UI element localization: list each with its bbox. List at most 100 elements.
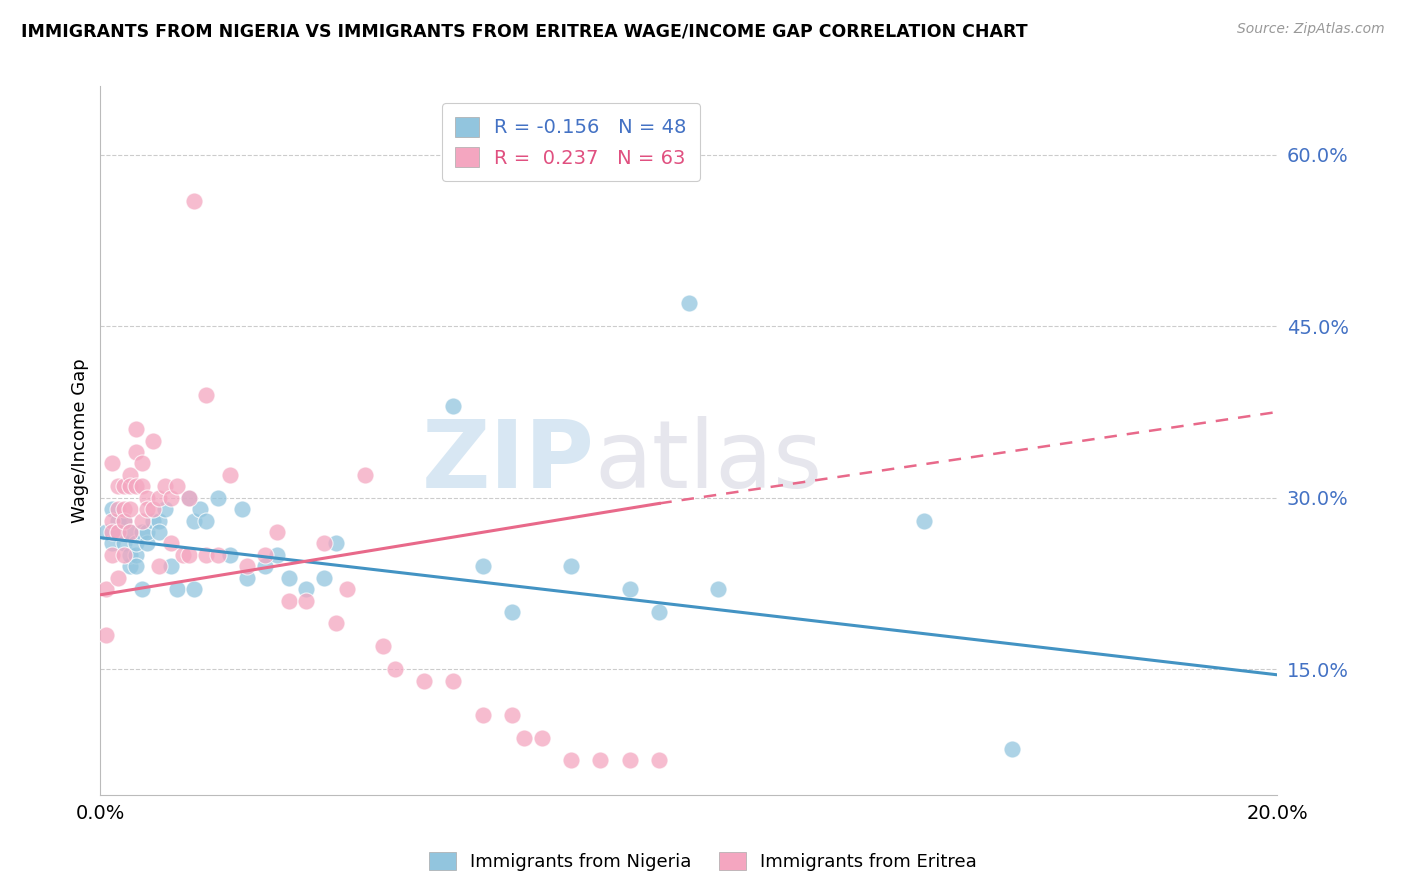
Point [619, 754, 641, 768]
Point [371, 639, 394, 653]
Point [354, 467, 377, 482]
Y-axis label: Wage/Income Gap: Wage/Income Gap [72, 359, 89, 523]
Point [112, 548, 135, 562]
Point [96, 524, 118, 539]
Point [124, 559, 146, 574]
Legend: Immigrants from Nigeria, Immigrants from Eritrea: Immigrants from Nigeria, Immigrants from… [422, 845, 984, 879]
Point [166, 479, 188, 493]
Point [560, 559, 582, 574]
Point [101, 514, 124, 528]
Legend: R = -0.156   N = 48, R =  0.237   N = 63: R = -0.156 N = 48, R = 0.237 N = 63 [441, 103, 700, 181]
Point [124, 548, 146, 562]
Point [112, 536, 135, 550]
Point [118, 524, 141, 539]
Point [101, 548, 124, 562]
Point [107, 514, 129, 528]
Point [118, 548, 141, 562]
Point [124, 445, 146, 459]
Point [207, 491, 229, 505]
Point [118, 559, 141, 574]
Point [336, 582, 359, 596]
Point [124, 422, 146, 436]
Text: atlas: atlas [595, 416, 823, 508]
Point [678, 296, 700, 310]
Point [236, 571, 259, 585]
Point [101, 502, 124, 516]
Point [136, 502, 159, 516]
Point [441, 673, 464, 688]
Point [513, 731, 536, 745]
Point [648, 605, 671, 619]
Point [413, 673, 436, 688]
Point [295, 582, 318, 596]
Point [96, 582, 118, 596]
Point [254, 559, 277, 574]
Point [325, 536, 347, 550]
Point [107, 502, 129, 516]
Point [142, 434, 165, 448]
Point [118, 467, 141, 482]
Point [560, 754, 582, 768]
Point [648, 754, 671, 768]
Point [207, 548, 229, 562]
Point [148, 514, 170, 528]
Point [148, 491, 170, 505]
Text: ZIP: ZIP [422, 416, 595, 508]
Point [142, 502, 165, 516]
Point [112, 479, 135, 493]
Point [183, 582, 205, 596]
Point [312, 571, 335, 585]
Text: Source: ZipAtlas.com: Source: ZipAtlas.com [1237, 22, 1385, 37]
Point [148, 524, 170, 539]
Point [136, 536, 159, 550]
Point [190, 502, 212, 516]
Point [166, 582, 188, 596]
Point [107, 571, 129, 585]
Point [195, 548, 218, 562]
Point [471, 559, 494, 574]
Point [277, 571, 299, 585]
Point [160, 559, 183, 574]
Point [195, 388, 218, 402]
Point [107, 479, 129, 493]
Point [172, 548, 194, 562]
Point [101, 457, 124, 471]
Point [183, 514, 205, 528]
Point [160, 491, 183, 505]
Point [136, 491, 159, 505]
Point [501, 605, 523, 619]
Point [118, 479, 141, 493]
Point [177, 491, 200, 505]
Point [131, 524, 153, 539]
Point [236, 559, 259, 574]
Point [530, 731, 553, 745]
Point [131, 582, 153, 596]
Point [195, 514, 218, 528]
Point [589, 754, 612, 768]
Point [107, 524, 129, 539]
Point [218, 548, 240, 562]
Point [153, 502, 176, 516]
Point [107, 524, 129, 539]
Text: IMMIGRANTS FROM NIGERIA VS IMMIGRANTS FROM ERITREA WAGE/INCOME GAP CORRELATION C: IMMIGRANTS FROM NIGERIA VS IMMIGRANTS FR… [21, 22, 1028, 40]
Point [112, 514, 135, 528]
Point [148, 559, 170, 574]
Point [441, 399, 464, 413]
Point [136, 524, 159, 539]
Point [501, 707, 523, 722]
Point [131, 457, 153, 471]
Point [112, 502, 135, 516]
Point [112, 514, 135, 528]
Point [619, 582, 641, 596]
Point [384, 662, 406, 676]
Point [101, 524, 124, 539]
Point [277, 593, 299, 607]
Point [142, 514, 165, 528]
Point [295, 593, 318, 607]
Point [131, 514, 153, 528]
Point [912, 514, 935, 528]
Point [153, 479, 176, 493]
Point [254, 548, 277, 562]
Point [183, 194, 205, 208]
Point [118, 524, 141, 539]
